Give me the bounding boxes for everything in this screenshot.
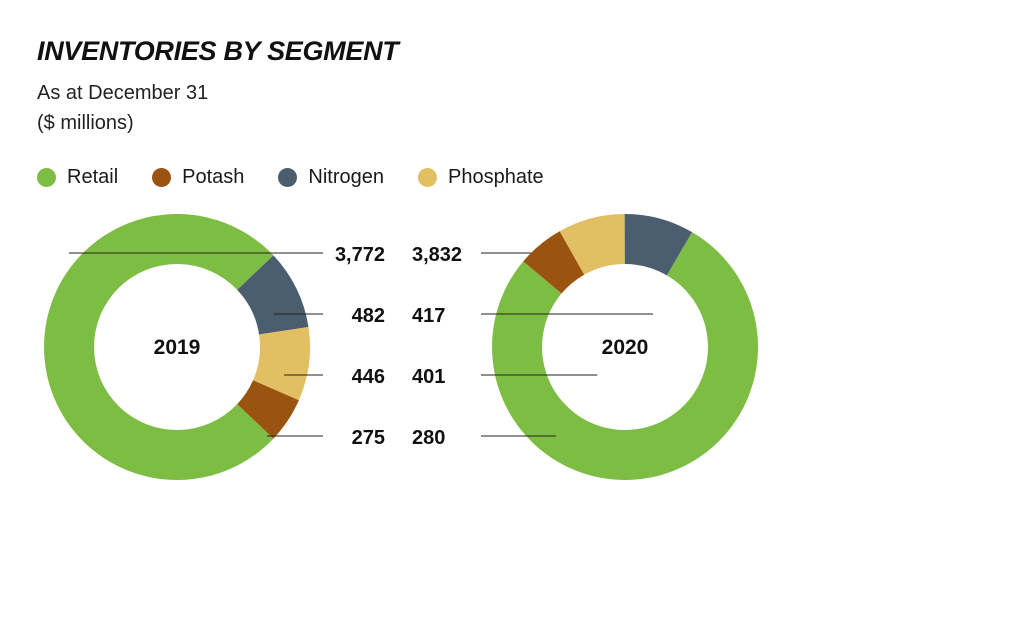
legend-item-potash: Potash bbox=[152, 166, 244, 189]
chart-units: ($ millions) bbox=[37, 112, 134, 134]
legend-item-phosphate: Phosphate bbox=[418, 166, 544, 189]
value-label-2020-potash: 280 bbox=[412, 427, 445, 449]
value-label-2019-nitrogen: 482 bbox=[352, 305, 385, 327]
donut-2019-segment-potash bbox=[237, 380, 299, 439]
legend-item-retail: Retail bbox=[37, 166, 118, 189]
legend-swatch-retail bbox=[37, 168, 56, 187]
donut-center-label-2019: 2019 bbox=[154, 336, 201, 359]
donut-2019-segment-retail bbox=[44, 214, 274, 481]
legend: Retail Potash Nitrogen Phosphate bbox=[37, 166, 578, 189]
value-label-2020-retail: 3,832 bbox=[412, 244, 462, 266]
legend-swatch-nitrogen bbox=[278, 168, 298, 187]
legend-label-retail: Retail bbox=[67, 166, 119, 188]
donut-2020-segment-retail bbox=[492, 232, 758, 480]
donut-2019-segment-nitrogen bbox=[237, 255, 309, 335]
legend-swatch-potash bbox=[152, 168, 172, 187]
donut-center-label-2020: 2020 bbox=[602, 336, 649, 359]
donut-2020-segment-nitrogen bbox=[624, 213, 693, 276]
donut-2020-segment-potash bbox=[523, 231, 585, 294]
chart-title: INVENTORIES BY SEGMENT bbox=[37, 36, 399, 66]
donut-2019-segment-phosphate bbox=[253, 327, 310, 401]
chart-subtitle: As at December 31 bbox=[37, 82, 209, 104]
value-label-2020-phosphate: 401 bbox=[412, 366, 445, 388]
value-label-2019-phosphate: 446 bbox=[352, 366, 385, 388]
legend-swatch-phosphate bbox=[418, 168, 438, 187]
legend-label-phosphate: Phosphate bbox=[448, 166, 544, 188]
legend-label-nitrogen: Nitrogen bbox=[308, 166, 385, 188]
legend-label-potash: Potash bbox=[182, 166, 245, 188]
value-label-2019-retail: 3,772 bbox=[335, 244, 385, 266]
donut-2020-segment-phosphate bbox=[559, 214, 625, 275]
value-label-2020-nitrogen: 417 bbox=[412, 305, 445, 327]
legend-item-nitrogen: Nitrogen bbox=[278, 166, 384, 189]
value-label-2019-potash: 275 bbox=[352, 427, 385, 449]
